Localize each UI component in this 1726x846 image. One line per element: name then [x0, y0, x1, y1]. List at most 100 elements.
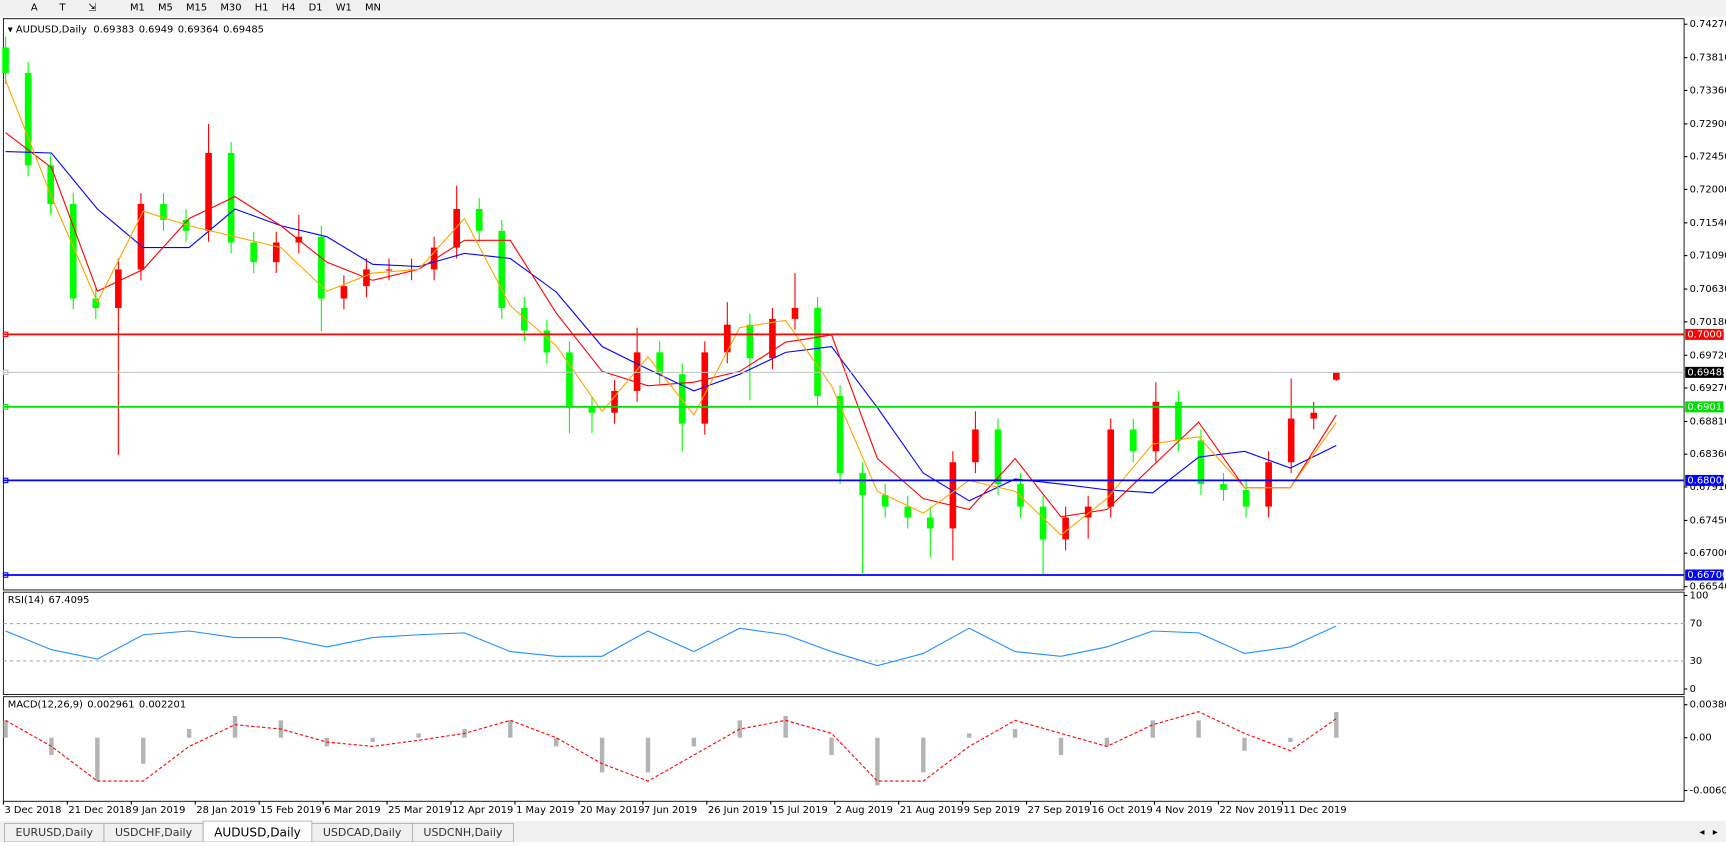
- macd-header: MACD(12,26,9) 0.002961 0.002201: [8, 699, 186, 710]
- candle-body: [1332, 372, 1340, 380]
- macd-bar: [829, 737, 834, 756]
- x-tick-label: 16 Oct 2019: [1092, 805, 1153, 816]
- x-tick-label: 2 Aug 2019: [836, 805, 893, 816]
- macd-bar: [370, 737, 375, 743]
- macd-bar: [1334, 712, 1339, 738]
- timeframe-button[interactable]: M5: [158, 3, 173, 14]
- candle-body: [1152, 401, 1160, 452]
- macd-bar: [875, 737, 880, 786]
- scroll-right[interactable]: ▸: [1713, 827, 1718, 838]
- rsi-header: RSI(14) 67.4095: [8, 595, 90, 606]
- y-tick-label: 0: [1690, 684, 1696, 695]
- candle-body: [1310, 412, 1318, 419]
- candle-body: [994, 429, 1002, 485]
- rsi-title: RSI(14): [8, 595, 45, 606]
- x-tick-label: 21 Aug 2019: [900, 805, 963, 816]
- timeframe-button[interactable]: M1: [130, 3, 145, 14]
- price-level-tag: [1685, 401, 1724, 413]
- price-level-marker: [2, 572, 9, 578]
- macd-bar: [186, 729, 192, 738]
- x-tick-label: 1 May 2019: [516, 805, 574, 816]
- tab-label[interactable]: EURUSD,Daily: [15, 826, 93, 839]
- x-tick-label: 22 Nov 2019: [1220, 805, 1283, 816]
- timeframe-button[interactable]: M30: [220, 3, 241, 14]
- x-tick-label: 15 Jul 2019: [772, 805, 828, 816]
- y-tick-label: 0.00: [1690, 733, 1712, 744]
- candle-body: [47, 165, 55, 204]
- timeframe-button[interactable]: D1: [309, 3, 323, 14]
- candle-body: [1017, 484, 1024, 507]
- macd-bar: [1058, 737, 1064, 756]
- timeframe-button[interactable]: H1: [255, 3, 269, 14]
- moving-average: [5, 80, 1337, 536]
- macd-bar: [921, 737, 926, 773]
- macd-bar: [416, 733, 421, 738]
- candle-body: [182, 219, 190, 231]
- candle-body: [724, 324, 731, 353]
- timeframe-button[interactable]: H4: [282, 3, 296, 14]
- candle-body: [115, 269, 122, 308]
- tool-button[interactable]: T: [59, 3, 67, 14]
- x-tick-label: 11 Dec 2019: [1283, 805, 1346, 816]
- candle-body: [1107, 429, 1115, 507]
- candle-body: [1287, 418, 1295, 463]
- close-value: 0.69485: [223, 25, 264, 36]
- timeframe-button[interactable]: M15: [186, 3, 207, 14]
- x-tick-label: 21 Dec 2018: [68, 805, 131, 816]
- tool-button[interactable]: A: [31, 3, 38, 14]
- price-level-tag: [1685, 569, 1724, 581]
- candle-body: [1175, 401, 1182, 441]
- timeframe-button[interactable]: MN: [365, 3, 381, 14]
- x-tick-label: 6 Mar 2019: [324, 805, 380, 816]
- y-tick-label: 30: [1690, 656, 1703, 667]
- open-value: 0.69383: [93, 25, 134, 36]
- bid-line-tag: [1685, 366, 1724, 378]
- candle-body: [972, 429, 979, 463]
- macd-bar: [1196, 720, 1201, 738]
- candle-body: [678, 374, 686, 424]
- macd-bar: [232, 716, 238, 738]
- candle-body: [521, 307, 528, 331]
- timeframe-button[interactable]: W1: [336, 3, 352, 14]
- rsi-panel: [2, 591, 1685, 695]
- tab-label[interactable]: AUDUSD,Daily: [214, 826, 301, 840]
- tab-label[interactable]: USDCAD,Daily: [323, 826, 402, 839]
- x-tick-label: 25 Mar 2019: [388, 805, 451, 816]
- price-level-label: 0.66700: [1687, 570, 1726, 581]
- candle-body: [340, 286, 348, 299]
- candle-body: [475, 209, 483, 231]
- collapse-arrow: ▾: [8, 25, 16, 36]
- signal-line: [5, 711, 1337, 782]
- x-tick-label: 12 Apr 2019: [452, 805, 513, 816]
- tool-icon[interactable]: ⇲: [88, 3, 96, 14]
- candle-body: [769, 318, 776, 359]
- candle-body: [1242, 489, 1250, 507]
- tab-label[interactable]: USDCHF,Daily: [115, 826, 193, 839]
- macd-bar: [691, 737, 697, 747]
- price-level-label: 0.69011: [1687, 402, 1726, 413]
- price-level-tag: [1685, 328, 1724, 340]
- x-tick-label: 27 Sep 2019: [1028, 805, 1091, 816]
- candle-body: [1129, 429, 1137, 452]
- tab-label[interactable]: USDCNH,Daily: [423, 826, 503, 839]
- candle-body: [227, 152, 235, 243]
- candle-body: [836, 396, 844, 474]
- macd-bar: [141, 737, 146, 764]
- macd-bar: [1288, 737, 1293, 743]
- candle-body: [633, 352, 641, 391]
- candle-body: [160, 203, 167, 220]
- candle-body: [453, 209, 460, 248]
- price-level-marker: [2, 331, 9, 338]
- x-tick-label: 9 Jan 2019: [132, 805, 185, 816]
- candle-body: [881, 494, 889, 507]
- scroll-left[interactable]: ◂: [1699, 827, 1704, 838]
- candle-body: [2, 47, 9, 73]
